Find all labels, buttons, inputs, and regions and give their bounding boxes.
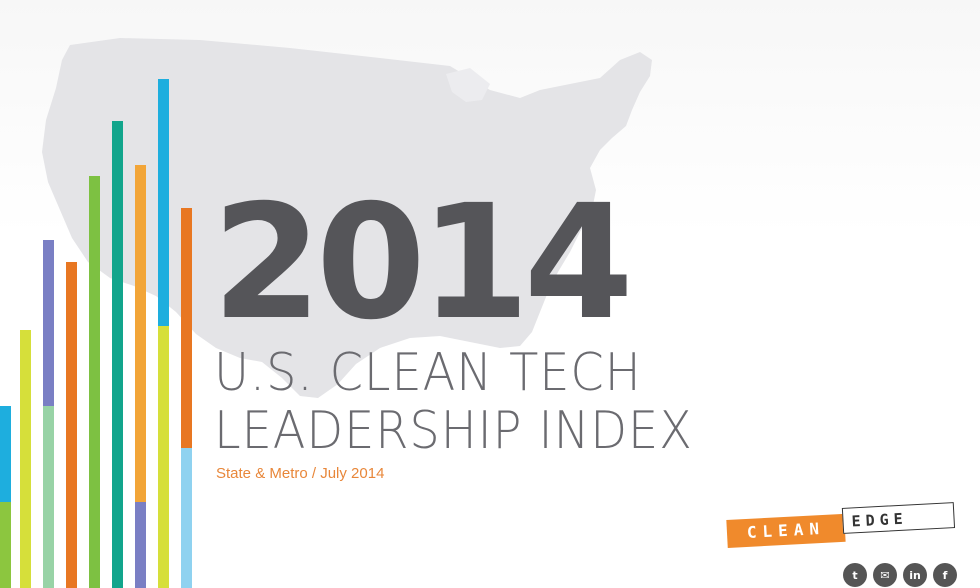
year-heading: 2014 (212, 171, 634, 355)
bar (181, 208, 192, 448)
social-links: t ✉ in f (843, 563, 957, 587)
twitter-icon[interactable]: t (843, 563, 867, 587)
email-icon[interactable]: ✉ (873, 563, 897, 587)
bar (66, 262, 77, 588)
bar (20, 330, 31, 588)
bar (135, 165, 146, 502)
bar (0, 406, 11, 502)
bar (89, 176, 100, 588)
logo-edge-part: EDGE (841, 502, 956, 534)
title-line-2: LEADERSHIP INDEX (214, 401, 693, 461)
bar (135, 502, 146, 588)
logo-clean-part: CLEAN (726, 513, 846, 548)
bar (43, 240, 54, 406)
bar (158, 79, 169, 326)
clean-edge-logo[interactable]: CLEAN EDGE (726, 502, 960, 552)
bar (158, 326, 169, 588)
bar (112, 121, 123, 588)
bar (0, 502, 11, 588)
subtitle: State & Metro / July 2014 (216, 465, 385, 482)
bar (181, 448, 192, 588)
facebook-icon[interactable]: f (933, 563, 957, 587)
bar (43, 406, 54, 588)
linkedin-icon[interactable]: in (903, 563, 927, 587)
title-line-1: U.S. CLEAN TECH (214, 343, 642, 403)
